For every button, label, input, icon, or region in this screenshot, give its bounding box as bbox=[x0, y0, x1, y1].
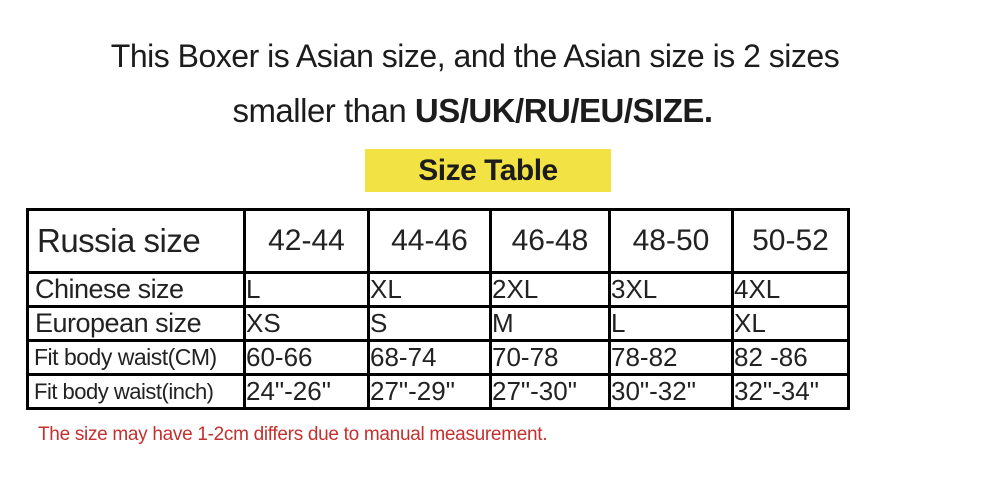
size-cell: 3XL bbox=[608, 271, 734, 308]
measurement-disclaimer-note: The size may have 1-2cm differs due to m… bbox=[38, 424, 548, 445]
size-cell: 48-50 bbox=[608, 208, 734, 274]
size-cell: 24"-26" bbox=[243, 373, 370, 410]
size-table: Russia size 42-44 44-46 46-48 48-50 50-5… bbox=[26, 208, 850, 410]
size-cell: 46-48 bbox=[489, 208, 611, 274]
size-cell: 44-46 bbox=[367, 208, 492, 274]
heading-line2-regular: smaller than bbox=[232, 92, 415, 129]
size-cell: 4XL bbox=[731, 271, 850, 308]
heading-line2-bold: US/UK/RU/EU/SIZE. bbox=[414, 92, 713, 129]
size-cell: 27"-29" bbox=[367, 373, 492, 410]
size-cell: 32"-34" bbox=[731, 373, 850, 410]
size-cell: 50-52 bbox=[731, 208, 850, 274]
table-row-russia-size: Russia size 42-44 44-46 46-48 48-50 50-5… bbox=[26, 208, 850, 274]
size-cell: L bbox=[243, 271, 370, 308]
size-cell: 68-74 bbox=[367, 339, 492, 376]
size-cell: 27"-30" bbox=[489, 373, 611, 410]
size-cell: 60-66 bbox=[243, 339, 370, 376]
size-table-title-badge: Size Table bbox=[365, 149, 611, 192]
row-label: European size bbox=[26, 305, 246, 342]
table-row-waist-inch: Fit body waist(inch) 24"-26" 27"-29" 27"… bbox=[26, 373, 850, 410]
size-cell: S bbox=[367, 305, 492, 342]
row-label: Russia size bbox=[26, 208, 246, 274]
size-cell: 70-78 bbox=[489, 339, 611, 376]
size-cell: L bbox=[608, 305, 734, 342]
size-cell: XS bbox=[243, 305, 370, 342]
size-cell: 42-44 bbox=[243, 208, 370, 274]
size-cell: 82 -86 bbox=[731, 339, 850, 376]
heading-line2: smaller than US/UK/RU/EU/SIZE. bbox=[0, 92, 945, 130]
size-cell: 2XL bbox=[489, 271, 611, 308]
size-cell: XL bbox=[731, 305, 850, 342]
table-row-chinese-size: Chinese size L XL 2XL 3XL 4XL bbox=[26, 271, 850, 308]
row-label: Fit body waist(CM) bbox=[26, 339, 246, 376]
size-cell: M bbox=[489, 305, 611, 342]
heading-line1: This Boxer is Asian size, and the Asian … bbox=[110, 38, 840, 74]
table-row-european-size: European size XS S M L XL bbox=[26, 305, 850, 342]
size-cell: 78-82 bbox=[608, 339, 734, 376]
row-label: Chinese size bbox=[26, 271, 246, 308]
table-row-waist-cm: Fit body waist(CM) 60-66 68-74 70-78 78-… bbox=[26, 339, 850, 376]
row-label: Fit body waist(inch) bbox=[26, 373, 246, 410]
size-cell: XL bbox=[367, 271, 492, 308]
size-cell: 30"-32" bbox=[608, 373, 734, 410]
